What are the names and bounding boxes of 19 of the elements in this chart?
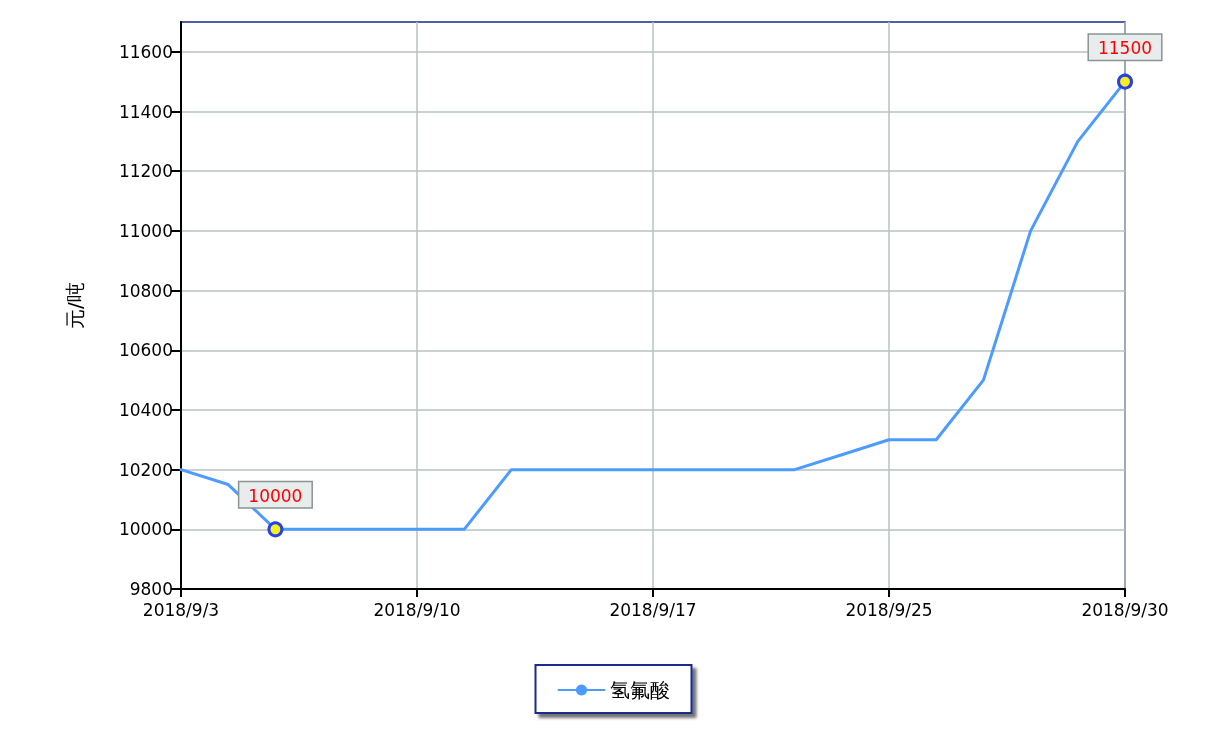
data-label: 11500 — [1097, 38, 1153, 59]
y-tick-label: 10400 — [118, 399, 173, 420]
y-tick-label: 11400 — [118, 101, 173, 122]
data-label: 10000 — [248, 485, 303, 506]
x-tick-label: 2018/9/3 — [142, 599, 220, 620]
y-tick-label: 11000 — [118, 220, 173, 241]
x-tick-label: 2018/9/25 — [845, 599, 933, 620]
y-tick-label: 10200 — [118, 459, 173, 480]
y-tick-label: 10600 — [118, 340, 173, 361]
y-tick-label: 11200 — [118, 161, 173, 182]
y-tick-label: 11600 — [118, 41, 173, 62]
legend-label: 氢氟酸 — [609, 678, 670, 702]
y-axis-title: 元/吨 — [63, 282, 87, 329]
y-tick-label: 9800 — [129, 579, 173, 599]
x-tick-label: 2018/9/17 — [609, 599, 697, 620]
x-tick-label: 2018/9/10 — [373, 599, 461, 620]
y-tick-label: 10000 — [118, 519, 173, 540]
y-tick-label: 10800 — [118, 280, 173, 301]
x-tick-label: 2018/9/30 — [1081, 599, 1169, 620]
